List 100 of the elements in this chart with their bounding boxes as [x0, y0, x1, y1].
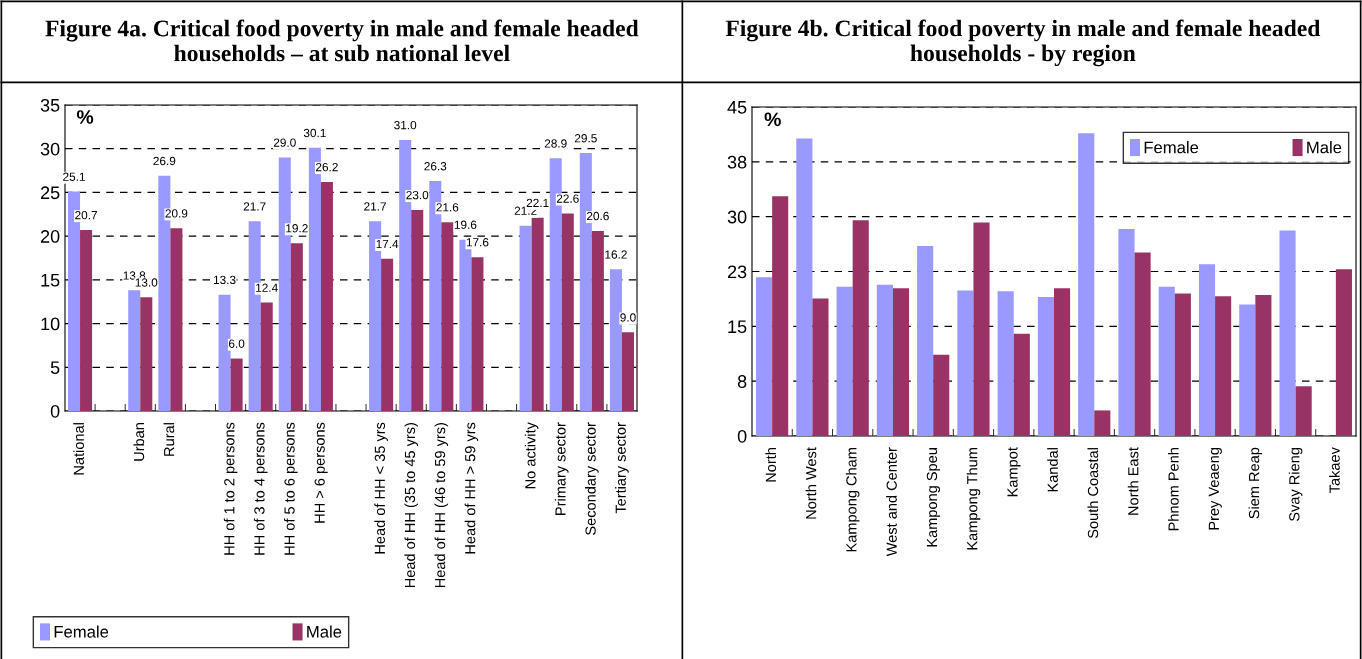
- y-tick-label: 30: [727, 210, 747, 224]
- x-tick-label: Kampong Cham: [845, 448, 860, 552]
- x-tick-label: Kandal: [1047, 448, 1058, 492]
- data-label: 28.9: [544, 139, 567, 148]
- x-tick-label: Head of HH < 35 yrs: [374, 422, 388, 554]
- x-tick-label: Head of HH > 59 yrs: [464, 422, 479, 554]
- x-tick-label: Prey Veaeng: [1208, 448, 1222, 530]
- y-tick-label: 30: [40, 142, 60, 156]
- x-tick-label: HH of 5 to 6 persons: [284, 422, 298, 555]
- x-tick-label: South Coastal: [1087, 448, 1099, 539]
- x-tick-label: Primary sector: [554, 422, 569, 515]
- bar: [1255, 294, 1272, 436]
- bar: [441, 222, 454, 411]
- data-label: 19.6: [454, 220, 477, 229]
- bar: [591, 230, 604, 411]
- bar: [561, 213, 574, 411]
- bar: [1158, 286, 1175, 436]
- bar: [852, 220, 869, 436]
- x-tick-label: Tertiary sector: [615, 422, 629, 514]
- data-label: 26.9: [153, 156, 176, 166]
- y-axis-title: %: [764, 112, 781, 127]
- chart-title: Figure 4b. Critical food poverty in male and female headed households - by region: [725, 19, 1321, 67]
- bar: [128, 290, 141, 411]
- bar: [218, 294, 231, 411]
- bar: [1279, 230, 1296, 436]
- x-tick-label: Phnom Penh: [1168, 448, 1179, 531]
- bar: [917, 245, 934, 436]
- bar: [170, 228, 183, 411]
- x-tick-label: No activity: [524, 422, 539, 489]
- data-label: 13.3: [213, 275, 236, 285]
- x-tick-label: Kampong Thum: [966, 448, 981, 550]
- y-tick-label: 10: [41, 317, 60, 331]
- data-label: 23.0: [406, 190, 429, 200]
- data-label: 22.1: [526, 198, 549, 207]
- data-label: 20.6: [586, 211, 609, 221]
- bar: [1239, 304, 1256, 436]
- bar: [933, 354, 950, 436]
- bar: [1094, 410, 1111, 436]
- data-label: 21.6: [436, 203, 459, 212]
- legend-label: Female: [1144, 141, 1199, 154]
- bar: [957, 290, 974, 436]
- data-label: 9.0: [620, 313, 636, 322]
- bar: [260, 302, 273, 411]
- data-label: 29.0: [273, 138, 296, 147]
- data-label: 25.1: [63, 172, 85, 181]
- bar: [796, 138, 813, 436]
- bar: [1054, 288, 1071, 436]
- legend-label: Female: [54, 625, 109, 638]
- bar: [1134, 252, 1151, 436]
- bar: [1335, 269, 1352, 436]
- y-axis-title: %: [76, 110, 94, 124]
- bar: [973, 222, 990, 436]
- data-label: 20.7: [75, 211, 97, 220]
- bar: [1215, 296, 1232, 436]
- bar: [531, 217, 544, 411]
- data-label: 17.6: [466, 238, 489, 247]
- bar: [812, 298, 829, 436]
- x-tick-label: Urban: [133, 423, 145, 461]
- x-tick-label: Head of HH (35 to 45 yrs): [404, 423, 419, 588]
- y-tick-label: 20: [40, 230, 60, 243]
- x-tick-label: Rural: [163, 423, 175, 456]
- x-tick-label: Kampong Speu: [926, 448, 940, 547]
- y-tick-label: 15: [728, 320, 747, 334]
- bar: [1078, 133, 1095, 436]
- data-label: 20.9: [165, 209, 188, 218]
- legend-label: Male: [1307, 141, 1342, 154]
- legend-label: Male: [307, 625, 342, 638]
- bar: [609, 269, 622, 411]
- y-tick-label: 0: [50, 404, 60, 418]
- y-tick-label: 5: [50, 361, 60, 375]
- x-tick-label: West and Center: [886, 447, 897, 557]
- bar: [140, 297, 153, 411]
- data-label: 21.7: [243, 202, 266, 211]
- data-label: 26.2: [316, 162, 338, 172]
- bar: [80, 230, 93, 411]
- x-tick-label: North West: [805, 447, 817, 519]
- bar: [230, 358, 243, 411]
- bar: [1037, 297, 1054, 436]
- data-label: 13.0: [135, 278, 158, 287]
- bar: [411, 209, 424, 411]
- data-label: 16.2: [605, 250, 627, 259]
- y-tick-label: 0: [737, 429, 747, 443]
- data-label: 22.6: [556, 194, 579, 203]
- bar: [756, 277, 773, 436]
- bar: [621, 332, 634, 411]
- x-tick-label: Takaev: [1329, 447, 1340, 493]
- bar: [471, 257, 484, 411]
- data-label: 30.1: [303, 128, 326, 138]
- bar: [290, 243, 303, 411]
- data-label: 6.0: [228, 339, 245, 348]
- data-label: 17.4: [376, 239, 399, 249]
- x-tick-label: HH of 3 to 4 persons: [253, 422, 268, 555]
- data-label: 12.4: [256, 283, 278, 292]
- bar: [381, 258, 394, 411]
- x-tick-label: Siem Reap: [1248, 447, 1263, 519]
- bar: [1198, 264, 1216, 436]
- data-label: 21.7: [364, 202, 386, 211]
- y-tick-label: 38: [727, 155, 747, 169]
- bar: [320, 181, 333, 411]
- data-label: 26.3: [424, 162, 447, 171]
